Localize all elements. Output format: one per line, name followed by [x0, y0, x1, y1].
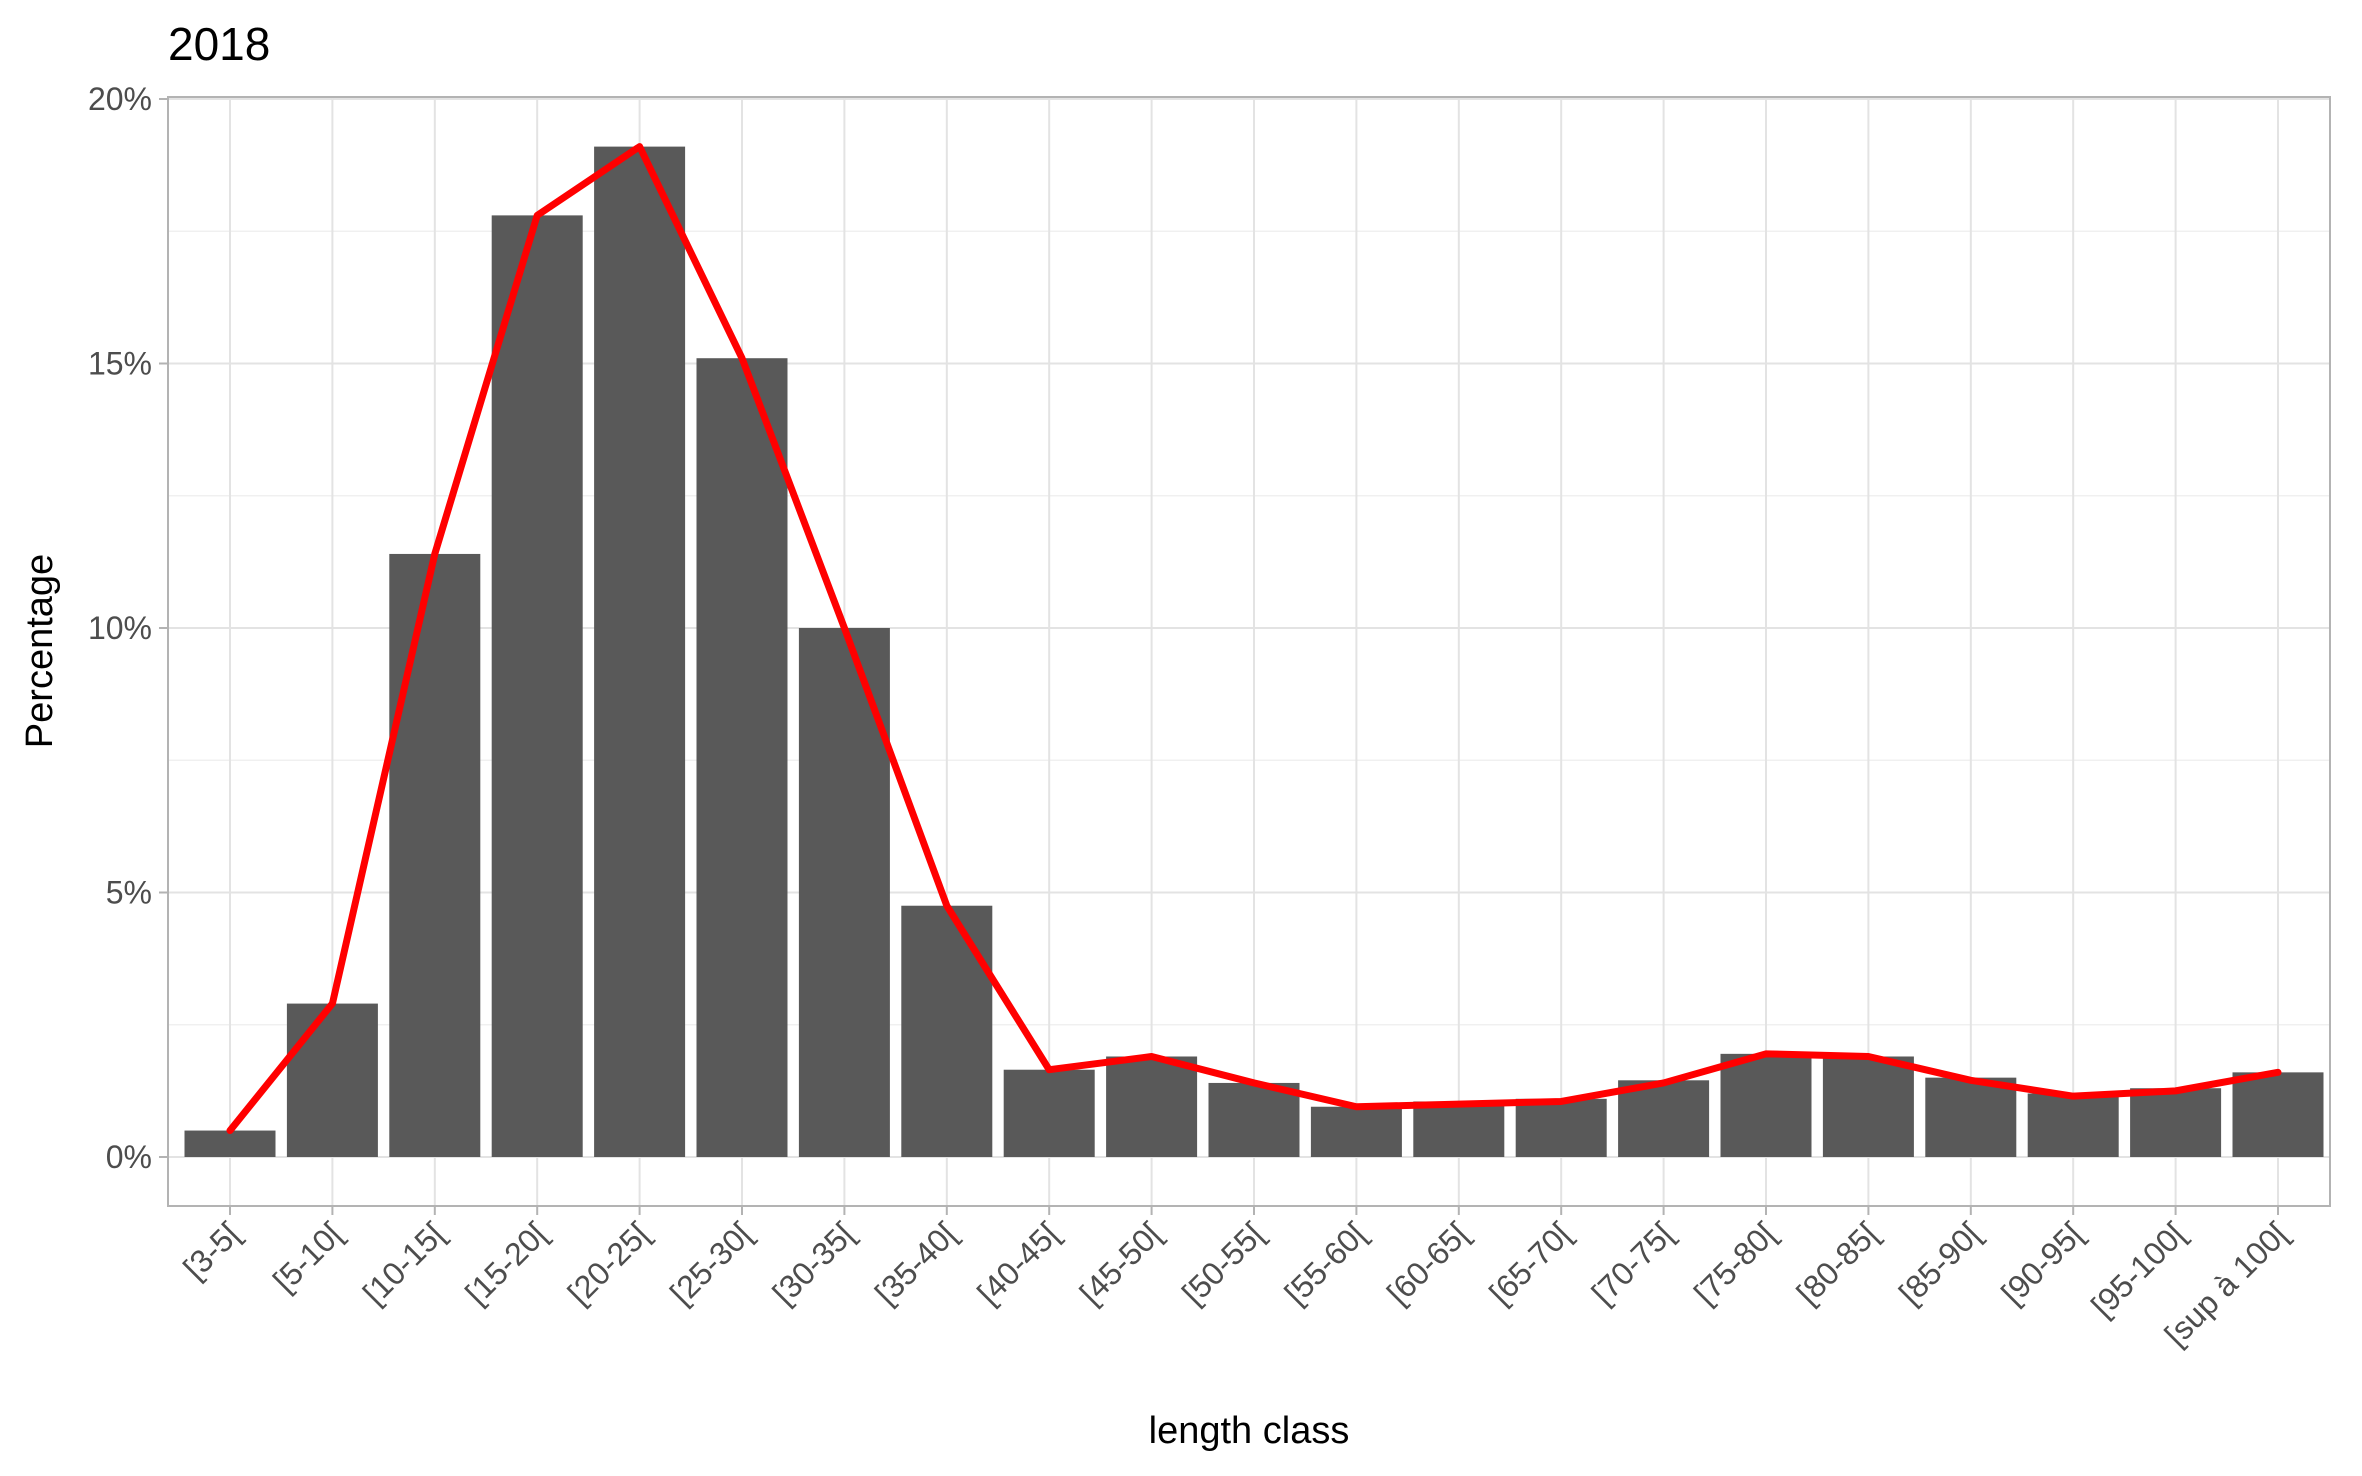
bar: [1515, 1098, 1607, 1157]
bar: [1003, 1069, 1095, 1157]
chart-title: 2018: [168, 18, 270, 70]
bar: [696, 358, 788, 1158]
bar: [1106, 1056, 1198, 1157]
bar: [1822, 1056, 1914, 1157]
y-tick-label: 0%: [106, 1139, 152, 1175]
bar: [1310, 1106, 1402, 1157]
plot-border: [167, 96, 2331, 1207]
bar: [901, 905, 993, 1157]
bar: [389, 553, 481, 1157]
bar: [1413, 1101, 1505, 1157]
bar: [2130, 1088, 2222, 1157]
bars: [184, 146, 2324, 1158]
y-tick-label: 5%: [106, 875, 152, 911]
bar: [184, 1130, 276, 1157]
bar: [1925, 1077, 2017, 1157]
bar: [286, 1003, 378, 1157]
bar: [2027, 1093, 2119, 1157]
bar: [1720, 1053, 1812, 1157]
y-axis: 0% 5% 10% 15% 20%: [88, 81, 168, 1175]
y-tick-label: 15%: [88, 346, 152, 382]
y-tick-label: 20%: [88, 81, 152, 117]
bar: [2232, 1072, 2324, 1157]
bar: [491, 215, 583, 1157]
bar: [594, 146, 686, 1158]
bar: [1618, 1080, 1710, 1157]
x-axis-title: length class: [1149, 1410, 1350, 1452]
bar: [1208, 1082, 1300, 1157]
series-line: [226, 143, 2282, 1135]
y-axis-title: Percentage: [19, 554, 61, 748]
y-tick-label: 10%: [88, 610, 152, 646]
